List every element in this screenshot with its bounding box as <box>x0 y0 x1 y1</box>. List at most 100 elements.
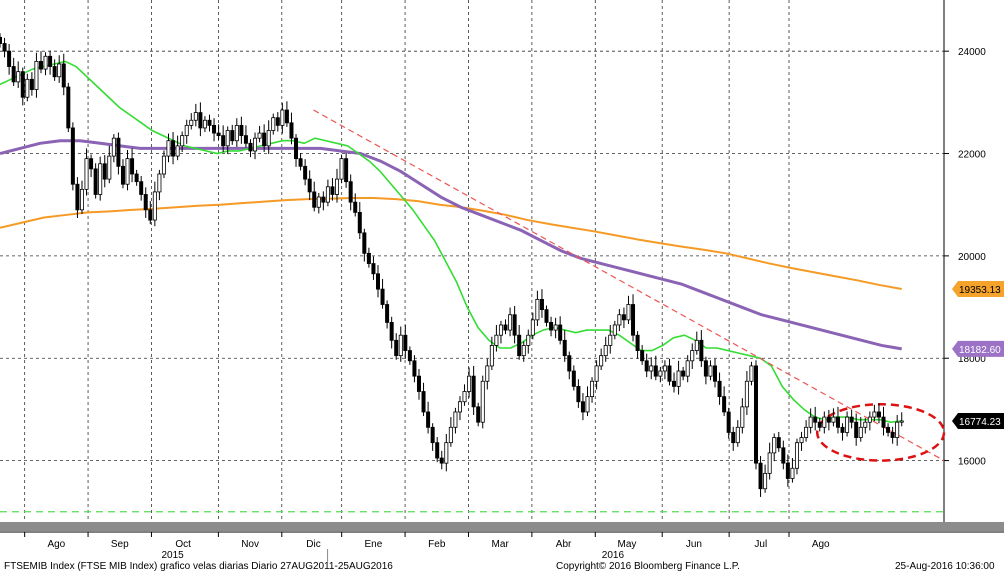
candle-body <box>257 132 262 139</box>
candle-body <box>262 132 267 147</box>
candle-body <box>271 117 276 131</box>
candle-body <box>444 442 449 464</box>
candle-body <box>61 63 66 88</box>
y-tick-label: 16000 <box>958 457 986 468</box>
candle-body <box>38 61 43 70</box>
candle-body <box>84 158 89 190</box>
candle-body <box>398 334 403 357</box>
x-tick-label: Ene <box>364 539 382 550</box>
candle-body <box>148 209 153 221</box>
candle-body <box>530 319 535 336</box>
candle-body <box>658 370 663 377</box>
candle-body <box>840 426 845 433</box>
candle-body <box>2 43 7 52</box>
candle-body <box>471 375 476 408</box>
candle-body <box>325 186 330 203</box>
candle-body <box>476 406 481 423</box>
candle-body <box>75 183 80 211</box>
x-axis-band <box>0 522 1004 531</box>
candle-body <box>371 263 376 275</box>
y-tick-label: 20000 <box>958 252 986 263</box>
candle-body <box>375 273 380 290</box>
candle-body <box>763 472 768 490</box>
last-value-tag <box>952 412 1004 429</box>
highlight-ellipse <box>815 403 946 462</box>
x-tick-label: Jul <box>754 539 767 550</box>
candle-body <box>849 416 854 423</box>
candle-body <box>480 380 485 423</box>
candle-body <box>439 457 444 464</box>
candle-body <box>753 365 758 464</box>
candle-body <box>366 252 371 264</box>
candle-body <box>694 339 699 351</box>
x-tick-label: May <box>618 539 637 550</box>
x-tick-label: Sep <box>111 539 129 550</box>
candle-body <box>498 324 503 336</box>
candle-body <box>389 322 394 341</box>
ma-purple-line <box>0 139 902 351</box>
candle-body <box>294 137 299 160</box>
candle-body <box>171 140 176 157</box>
candle-body <box>503 324 508 331</box>
candle-body <box>180 135 185 147</box>
resistance-trendline <box>313 109 945 462</box>
candle-body <box>280 109 285 126</box>
footer-timestamp: 25-Aug-2016 10:36:00 <box>895 561 995 572</box>
candle-body <box>631 304 636 336</box>
ma-orange-line <box>0 197 902 290</box>
candle-body <box>111 137 116 157</box>
candle-body <box>708 365 713 377</box>
candle-body <box>562 339 567 357</box>
candle-body <box>298 158 303 167</box>
candle-body <box>544 309 549 323</box>
candle-body <box>749 365 754 382</box>
candle-body <box>102 163 107 180</box>
candle-body <box>253 137 258 152</box>
candle-body <box>895 421 900 438</box>
candle-body <box>130 158 135 175</box>
candle-body <box>485 365 490 382</box>
x-tick-label: Nov <box>241 539 259 550</box>
candle-body <box>567 355 572 372</box>
candle-body <box>740 406 745 428</box>
candles-layer <box>0 33 904 497</box>
candle-body <box>216 132 221 137</box>
candle-body <box>863 421 868 428</box>
candle-body <box>539 298 544 311</box>
candle-body <box>380 288 385 305</box>
candle-body <box>70 127 75 185</box>
candle-body <box>580 401 585 413</box>
candle-body <box>316 196 321 208</box>
candle-body <box>134 173 139 183</box>
candle-body <box>612 324 617 336</box>
candle-body <box>790 467 795 479</box>
candle-body <box>362 232 367 254</box>
candle-body <box>813 416 818 423</box>
candle-body <box>48 55 53 67</box>
candle-body <box>521 345 526 357</box>
candle-body <box>626 304 631 321</box>
candle-body <box>234 124 239 142</box>
candle-body <box>776 437 781 449</box>
candle-body <box>339 158 344 180</box>
candle-body <box>448 426 453 444</box>
candle-body <box>353 201 358 213</box>
candle-body <box>526 334 531 346</box>
candle-body <box>93 168 98 195</box>
candle-body <box>640 350 645 362</box>
candle-body <box>7 50 12 67</box>
y-axis: 16000 18000 20000 22000 24000 <box>943 0 986 522</box>
candle-body <box>585 396 590 413</box>
candle-body <box>744 380 749 408</box>
candle-body <box>161 155 166 175</box>
candle-body <box>872 411 877 418</box>
candle-body <box>157 173 162 193</box>
candle-body <box>785 462 790 479</box>
candle-body <box>808 416 813 428</box>
candle-body <box>98 163 103 195</box>
candle-body <box>608 334 613 346</box>
candle-body <box>667 365 672 382</box>
candle-body <box>781 447 786 464</box>
candle-body <box>594 365 599 382</box>
candle-body <box>690 350 695 362</box>
